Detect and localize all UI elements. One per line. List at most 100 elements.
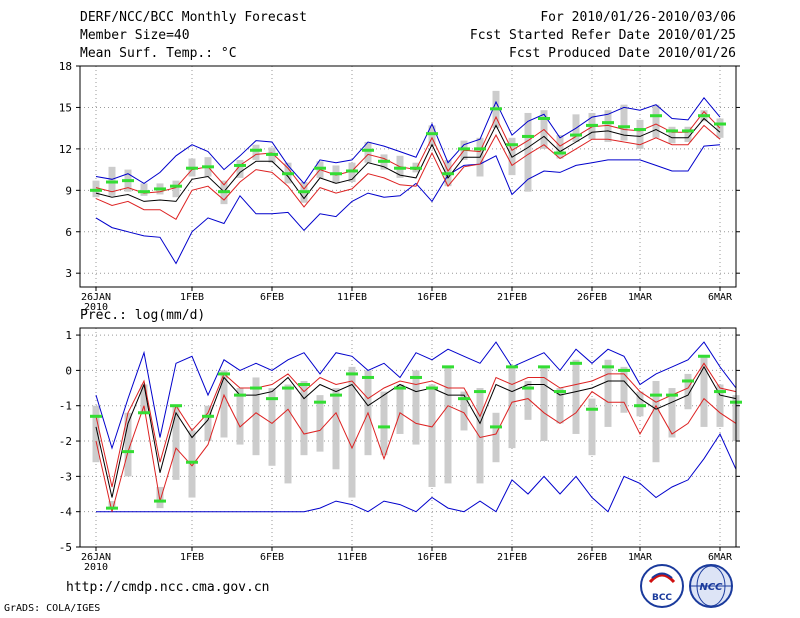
- median-marker: [698, 354, 710, 358]
- x-tick-label: 16FEB: [417, 292, 447, 303]
- forecast-period: For 2010/01/26-2010/03/06: [540, 10, 736, 25]
- median-marker: [106, 180, 118, 184]
- median-marker: [394, 386, 406, 390]
- source-url[interactable]: http://cmdp.ncc.cma.gov.cn: [66, 580, 270, 595]
- y-tick-label: 1: [65, 329, 72, 342]
- spread-box: [684, 373, 692, 410]
- spread-box: [428, 384, 436, 487]
- y-tick-label: 18: [59, 60, 72, 73]
- member-size: Member Size=40: [80, 28, 190, 43]
- spread-box: [364, 141, 372, 163]
- y-tick-label: 0: [65, 364, 72, 377]
- median-marker: [714, 122, 726, 126]
- x-tick-label: 26FEB: [577, 292, 607, 303]
- x-tick-sublabel: 2010: [84, 302, 108, 313]
- spread-box: [412, 370, 420, 445]
- median-marker: [250, 148, 262, 152]
- spread-box: [124, 412, 132, 477]
- median-marker: [282, 172, 294, 176]
- median-marker: [298, 190, 310, 194]
- spread-box: [668, 126, 676, 144]
- median-marker: [218, 190, 230, 194]
- min-line: [96, 432, 737, 513]
- spread-box: [172, 180, 180, 198]
- x-tick-label: 6MAR: [708, 552, 733, 563]
- spread-box: [108, 501, 116, 509]
- spread-box: [716, 384, 724, 427]
- grads-credit: GrADS: COLA/IGES: [4, 603, 101, 614]
- median-marker: [234, 163, 246, 167]
- y-tick-label: -1: [59, 400, 72, 413]
- y-tick-label: -4: [59, 506, 73, 519]
- spread-box: [620, 366, 628, 413]
- upper-band-line: [95, 110, 721, 194]
- spread-box: [332, 388, 340, 470]
- median-marker: [362, 148, 374, 152]
- x-tick-label: 26JAN: [81, 552, 111, 563]
- median-marker: [442, 365, 454, 369]
- median-marker: [410, 375, 422, 379]
- median-marker: [330, 393, 342, 397]
- spread-box: [492, 412, 500, 463]
- x-tick-label: 1FEB: [180, 292, 204, 303]
- spread-box: [524, 112, 532, 192]
- spread-box: [508, 366, 516, 449]
- start-date: Fcst Started Refer Date 2010/01/25: [469, 28, 736, 43]
- spread-box: [204, 405, 212, 442]
- median-marker: [474, 147, 486, 151]
- median-marker: [666, 393, 678, 397]
- spread-box: [252, 144, 260, 160]
- min-line: [95, 144, 721, 265]
- median-marker: [122, 450, 134, 454]
- spread-box: [684, 126, 692, 142]
- x-tick-label: 6FEB: [260, 292, 284, 303]
- median-marker: [714, 390, 726, 394]
- spread-box: [140, 183, 148, 196]
- spread-box: [652, 104, 660, 138]
- median-marker: [490, 107, 502, 111]
- median-marker: [202, 414, 214, 418]
- spread-box: [220, 370, 228, 438]
- y-tick-label: 9: [65, 184, 72, 197]
- median-marker: [138, 411, 150, 415]
- logos: BCC NCC: [640, 564, 733, 608]
- x-tick-label: 6FEB: [260, 552, 284, 563]
- median-marker: [154, 187, 166, 191]
- median-marker: [634, 128, 646, 132]
- spread-box: [156, 486, 164, 509]
- median-marker: [234, 393, 246, 397]
- median-marker: [650, 114, 662, 118]
- spread-box: [556, 135, 564, 159]
- median-marker: [154, 499, 166, 503]
- median-marker: [170, 404, 182, 408]
- median-marker: [682, 129, 694, 133]
- y-tick-label: 6: [65, 226, 72, 239]
- x-tick-label: 1MAR: [628, 552, 653, 563]
- median-marker: [602, 121, 614, 125]
- spread-box: [572, 359, 580, 434]
- spread-box: [188, 430, 196, 498]
- spread-box: [652, 380, 660, 463]
- median-marker: [362, 375, 374, 379]
- median-marker: [506, 365, 518, 369]
- spread-box: [636, 119, 644, 149]
- median-marker: [426, 386, 438, 390]
- lower-band-line: [95, 124, 721, 220]
- median-marker: [554, 151, 566, 155]
- spread-box: [524, 380, 532, 420]
- median-marker: [410, 166, 422, 170]
- median-marker: [202, 165, 214, 169]
- spread-box: [476, 388, 484, 484]
- x-tick-sublabel: 2010: [84, 562, 108, 573]
- ncc-logo-text: NCC: [699, 582, 723, 593]
- median-marker: [474, 390, 486, 394]
- median-marker: [698, 114, 710, 118]
- y-tick-label: 12: [59, 143, 72, 156]
- median-marker: [490, 425, 502, 429]
- spread-box: [236, 388, 244, 445]
- spread-box: [92, 405, 100, 463]
- x-tick-label: 26FEB: [577, 552, 607, 563]
- spread-box: [348, 366, 356, 498]
- median-marker: [522, 386, 534, 390]
